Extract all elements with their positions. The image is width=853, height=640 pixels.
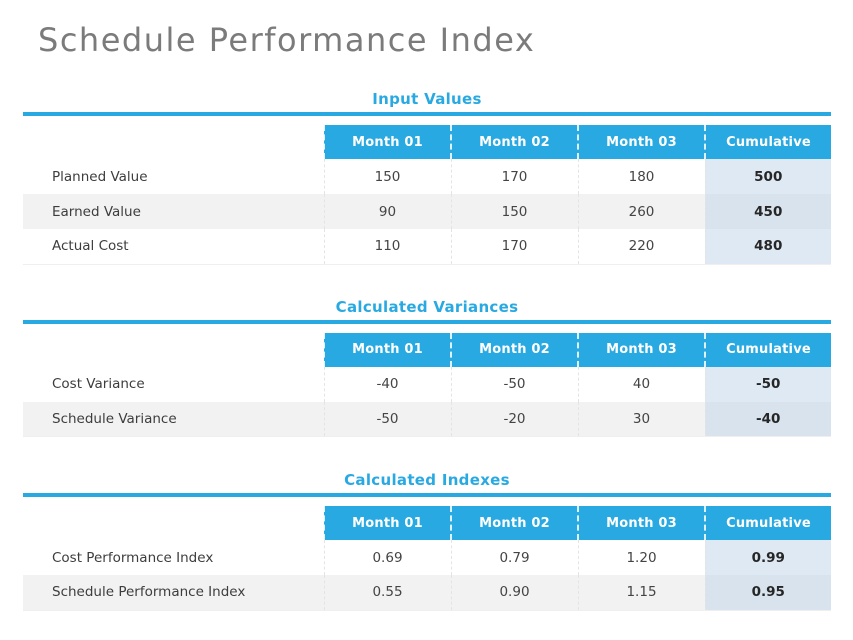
table-row-earned-value: Earned Value 90 150 260 450	[23, 194, 831, 229]
cell-value: 220	[577, 229, 705, 264]
table-row-cost-performance-index: Cost Performance Index 0.69 0.79 1.20 0.…	[23, 540, 831, 575]
row-label: Cost Performance Index	[52, 549, 214, 566]
calculated-variances-table: Month 01 Month 02 Month 03 Cumulative Co…	[23, 332, 831, 437]
cell-cumulative: 500	[704, 159, 831, 194]
column-header-month-02: Month 02	[450, 125, 578, 159]
column-header-month-01: Month 01	[323, 332, 451, 367]
column-header-cumulative: Cumulative	[704, 332, 831, 367]
column-header-cumulative: Cumulative	[704, 125, 831, 159]
cell-value: 180	[577, 159, 705, 194]
cell-value: 150	[450, 194, 578, 229]
column-header-month-03: Month 03	[577, 125, 705, 159]
cell-cumulative: 0.99	[704, 540, 831, 575]
table-row-schedule-variance: Schedule Variance -50 -20 30 -40	[23, 401, 831, 437]
cell-value: 150	[323, 159, 451, 194]
column-header-month-03: Month 03	[577, 332, 705, 367]
cell-cumulative: 450	[704, 194, 831, 229]
table-header-row: Month 01 Month 02 Month 03 Cumulative	[23, 332, 831, 367]
section-calculated-indexes: Calculated Indexes Month 01 Month 02 Mon…	[23, 471, 831, 611]
cell-cumulative: -40	[704, 401, 831, 437]
cell-value: 1.20	[577, 540, 705, 575]
table-row-actual-cost: Actual Cost 110 170 220 480	[23, 229, 831, 264]
cell-value: 40	[577, 366, 705, 402]
cell-value: 0.69	[323, 540, 451, 575]
cell-value: 170	[450, 159, 578, 194]
section-divider	[23, 319, 831, 324]
table-row-schedule-performance-index: Schedule Performance Index 0.55 0.90 1.1…	[23, 575, 831, 610]
cell-value: -50	[323, 401, 451, 437]
row-label: Earned Value	[23, 194, 324, 229]
section-title-input-values: Input Values	[372, 90, 482, 108]
cell-value: -50	[450, 366, 578, 402]
column-header-month-02: Month 02	[450, 506, 578, 540]
cell-value: 170	[450, 229, 578, 264]
input-values-table: Month 01 Month 02 Month 03 Cumulative Pl…	[23, 125, 831, 265]
section-input-values: Input Values Month 01 Month 02 Month 03 …	[23, 90, 831, 265]
section-calculated-variances: Calculated Variances Month 01 Month 02 M…	[23, 297, 831, 437]
cell-cumulative: 0.95	[704, 575, 831, 610]
cell-value: 1.15	[577, 575, 705, 610]
column-header-month-03: Month 03	[577, 506, 705, 540]
row-label: Actual Cost	[52, 238, 129, 255]
table-row-planned-value: Planned Value 150 170 180 500	[23, 159, 831, 194]
cell-value: 0.79	[450, 540, 578, 575]
calculated-indexes-table: Month 01 Month 02 Month 03 Cumulative Co…	[23, 506, 831, 611]
section-divider	[23, 493, 831, 497]
cell-value: 260	[577, 194, 705, 229]
cell-cumulative: 480	[704, 229, 831, 264]
section-title-calculated-indexes: Calculated Indexes	[344, 471, 510, 489]
cell-cumulative: -50	[704, 366, 831, 402]
cell-value: 0.55	[323, 575, 451, 610]
column-header-cumulative: Cumulative	[704, 506, 831, 540]
header-spacer	[23, 333, 324, 367]
row-label: Planned Value	[52, 168, 148, 185]
section-title-calculated-variances: Calculated Variances	[335, 297, 519, 316]
table-header-row: Month 01 Month 02 Month 03 Cumulative	[23, 125, 831, 159]
section-divider	[23, 112, 831, 116]
cell-value: 110	[323, 229, 451, 264]
cell-value: 90	[323, 194, 451, 229]
page-title: Schedule Performance Index	[38, 21, 536, 59]
column-header-month-01: Month 01	[323, 506, 451, 540]
column-header-month-01: Month 01	[323, 125, 451, 159]
table-header-row: Month 01 Month 02 Month 03 Cumulative	[23, 506, 831, 540]
column-header-month-02: Month 02	[450, 332, 578, 367]
header-spacer	[23, 506, 324, 540]
cell-value: -40	[323, 366, 451, 402]
row-label: Schedule Performance Index	[23, 575, 324, 610]
cell-value: 0.90	[450, 575, 578, 610]
header-spacer	[23, 125, 324, 159]
cell-value: -20	[450, 401, 578, 437]
table-row-cost-variance: Cost Variance -40 -50 40 -50	[23, 366, 831, 402]
row-label: Cost Variance	[52, 376, 145, 392]
cell-value: 30	[577, 401, 705, 437]
row-label: Schedule Variance	[23, 401, 324, 437]
